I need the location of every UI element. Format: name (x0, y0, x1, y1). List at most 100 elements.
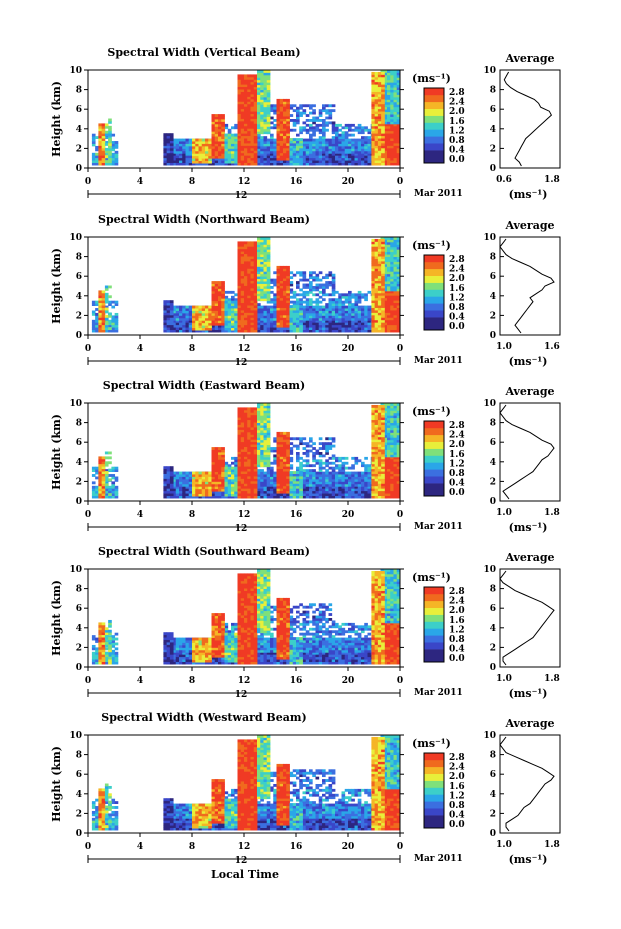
heatmap-cell (364, 157, 368, 161)
heatmap-cell (377, 265, 382, 269)
heatmap-cell (237, 319, 242, 323)
heatmap-cell (273, 143, 277, 147)
heatmap-cell (325, 138, 329, 142)
heatmap-cell (296, 322, 300, 326)
heatmap-cell (381, 157, 385, 161)
heatmap-cell (377, 312, 382, 316)
heatmap-cell (104, 310, 109, 313)
heatmap-cell (341, 324, 346, 328)
heatmap-cell (331, 157, 336, 161)
heatmap-cell (250, 268, 255, 272)
heatmap-cell (328, 162, 333, 166)
heatmap-cell (218, 121, 222, 125)
heatmap-cell (253, 300, 258, 304)
heatmap-cell (240, 162, 245, 166)
heatmap-cell (299, 293, 303, 297)
heatmap-cell (374, 147, 379, 151)
heatmap-cell (396, 96, 401, 100)
heatmap-cell (104, 125, 109, 129)
heatmap-cell (260, 259, 264, 262)
heatmap-cell (221, 288, 225, 292)
heatmap-cell (292, 319, 297, 323)
heatmap-cell (104, 493, 109, 497)
heatmap-cell (396, 104, 401, 108)
heatmap-cell (357, 317, 362, 321)
heatmap-cell (381, 147, 385, 151)
heatmap-cell (374, 118, 379, 122)
heatmap-cell (393, 94, 398, 98)
heatmap-cell (279, 329, 284, 333)
heatmap-cell (253, 243, 258, 247)
heatmap-cell (381, 120, 385, 124)
heatmap-cell (192, 162, 196, 166)
heatmap-cell (374, 103, 379, 107)
heatmap-cell (377, 322, 382, 326)
heatmap-cell (325, 145, 329, 149)
heatmap-cell (390, 94, 394, 98)
heatmap-cell (221, 155, 225, 159)
heatmap-cell (292, 317, 297, 321)
heatmap-cell (283, 111, 287, 115)
heatmap-cell (260, 114, 264, 117)
heatmap-cell (322, 141, 326, 144)
heatmap-cell (315, 278, 320, 282)
heatmap-cell (367, 145, 372, 149)
heatmap-cell (344, 160, 349, 164)
heatmap-cell (163, 162, 168, 166)
heatmap-cell (381, 295, 385, 299)
heatmap-cell (247, 111, 251, 115)
colorbar-swatch (424, 150, 444, 158)
heatmap-cell (231, 322, 235, 326)
heatmap-cell (374, 307, 379, 311)
heatmap-cell (374, 106, 379, 110)
heatmap-cell (292, 314, 297, 318)
heatmap-cell (231, 150, 235, 154)
heatmap-cell (341, 308, 346, 311)
heatmap-cell (218, 119, 222, 122)
heatmap-cell (253, 145, 258, 149)
heatmap-cell (247, 94, 251, 97)
heatmap-cell (390, 116, 394, 120)
heatmap-cell (286, 140, 290, 144)
heatmap-cell (381, 130, 385, 134)
heatmap-cell (195, 160, 199, 164)
heatmap-cell (163, 143, 168, 146)
heatmap-cell (312, 131, 316, 135)
heatmap-cell (331, 305, 336, 309)
heatmap-cell (244, 243, 248, 247)
heatmap-cell (237, 162, 242, 166)
heatmap-cell (101, 307, 106, 311)
heatmap-cell (101, 327, 106, 331)
heatmap-cell (283, 283, 287, 286)
heatmap-cell (283, 106, 287, 110)
heatmap-cell (208, 315, 212, 319)
heatmap-cell (237, 317, 242, 321)
heatmap-cell (218, 145, 222, 149)
heatmap-cell (244, 251, 248, 255)
heatmap-cell (169, 317, 174, 321)
heatmap-cell (335, 319, 339, 323)
heatmap-cell (335, 300, 339, 304)
heatmap-cell (305, 319, 310, 323)
heatmap-cell (354, 298, 359, 302)
heatmap-cell (276, 125, 281, 129)
x-tick-label: 0 (397, 177, 403, 187)
heatmap-cell (273, 327, 277, 331)
heatmap-cell (381, 256, 385, 259)
heatmap-cell (338, 152, 342, 156)
heatmap-cell (266, 72, 271, 76)
heatmap-cell (325, 310, 329, 314)
heatmap-cell (381, 101, 385, 105)
heatmap-cell (211, 116, 216, 120)
heatmap-cell (182, 155, 186, 159)
heatmap-cell (383, 147, 388, 151)
profile-x-label: (ms⁻¹) (509, 355, 548, 368)
heatmap-cell (101, 493, 106, 497)
heatmap-cell (348, 317, 352, 321)
heatmap-cell (257, 256, 261, 260)
heatmap-cell (208, 160, 212, 164)
heatmap-cell (218, 305, 222, 309)
heatmap-cell (253, 258, 258, 262)
heatmap-cell (387, 125, 391, 129)
heatmap-cell (364, 312, 368, 316)
